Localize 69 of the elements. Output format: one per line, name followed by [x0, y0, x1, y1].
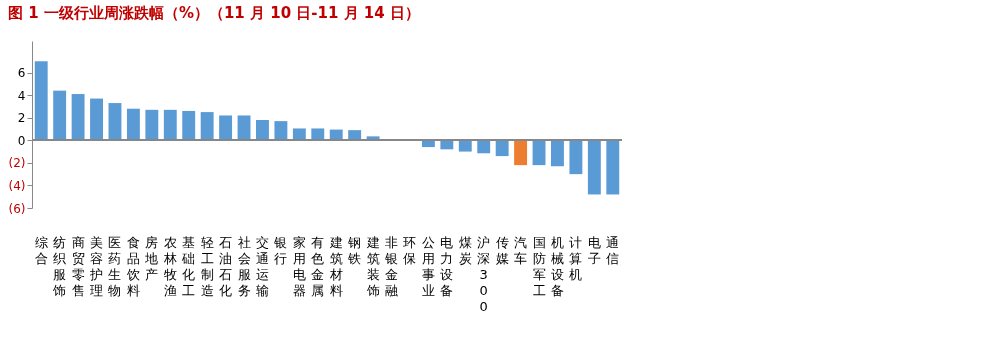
bar [163, 109, 177, 141]
bar [274, 121, 288, 141]
x-tick-label: 房地产 [144, 234, 159, 282]
y-tick-label: 2 [17, 111, 26, 126]
x-tick-label: 机械设备 [550, 234, 564, 298]
x-tick-label: 家用电器 [292, 234, 306, 298]
bar [569, 140, 583, 175]
x-tick-label: 汽车 [514, 234, 528, 266]
bar [458, 140, 472, 152]
bar [292, 128, 306, 141]
x-tick-label: 轻工制造 [200, 234, 214, 298]
bar [587, 140, 601, 195]
bar [366, 136, 380, 141]
x-tick-label: 社会服务 [237, 234, 251, 298]
bar [421, 140, 435, 148]
x-tick-label: 银行 [273, 234, 288, 266]
bar [53, 90, 67, 141]
x-tick-label: 交通运输 [255, 234, 269, 298]
bar [477, 140, 491, 154]
bar [348, 130, 362, 141]
x-tick-label: 食品饮料 [125, 234, 140, 298]
x-tick-label: 非银金融 [384, 234, 399, 298]
bar [551, 140, 564, 167]
x-tick-label: 基础化工 [181, 234, 196, 298]
chart-title: 图 1 一级行业周涨跌幅（%）（11 月 10 日-11 月 14 日） [8, 4, 420, 22]
y-tick-label: 6 [17, 66, 26, 81]
x-tick-label: 国防军工 [532, 234, 546, 298]
x-tick-label: 建筑装饰 [365, 234, 380, 298]
bar [256, 119, 269, 141]
bar [126, 108, 140, 141]
y-tick-label: (2) [8, 156, 26, 171]
bar [182, 110, 196, 141]
y-tick-label: 0 [17, 133, 26, 148]
x-tick-label: 商贸零售 [71, 234, 85, 298]
x-tick-label: 计算机 [569, 234, 583, 282]
x-tick-label: 医药生物 [108, 234, 122, 298]
bar [200, 112, 214, 141]
bar [71, 94, 85, 141]
x-tick-label: 钢铁 [347, 234, 362, 266]
x-tick-label: 通信 [606, 234, 620, 266]
bar [532, 140, 546, 166]
y-tick-label: (4) [8, 178, 26, 193]
bar [145, 109, 159, 141]
x-tick-label: 传媒 [495, 234, 509, 266]
x-tick-label: 沪深300 [477, 234, 491, 314]
bar [495, 140, 509, 157]
x-tick-label: 环保 [403, 234, 417, 266]
x-tick-label: 纺织服饰 [52, 234, 67, 298]
bar [219, 115, 233, 141]
x-tick-label: 美容护理 [89, 234, 104, 298]
x-tick-label: 综合 [34, 234, 48, 266]
bar [311, 128, 325, 141]
x-tick-label: 农林牧渔 [162, 234, 177, 298]
y-tick-label: 4 [17, 88, 26, 103]
bar [329, 129, 343, 141]
bar [606, 140, 620, 195]
x-tick-label: 电子 [587, 234, 601, 266]
bar [237, 115, 251, 141]
x-tick-label: 公用事业 [421, 234, 435, 298]
x-tick-label: 电力设备 [440, 234, 454, 298]
bar [90, 98, 103, 141]
bar [34, 61, 48, 141]
x-tick-label: 石油石化 [219, 234, 233, 298]
x-tick-label: 有色金属 [311, 234, 325, 298]
y-tick-label: (6) [8, 201, 26, 216]
x-tick-label: 建筑材料 [328, 234, 343, 298]
bar [514, 140, 528, 166]
bar [108, 103, 122, 141]
x-tick-label: 煤炭 [458, 234, 472, 266]
